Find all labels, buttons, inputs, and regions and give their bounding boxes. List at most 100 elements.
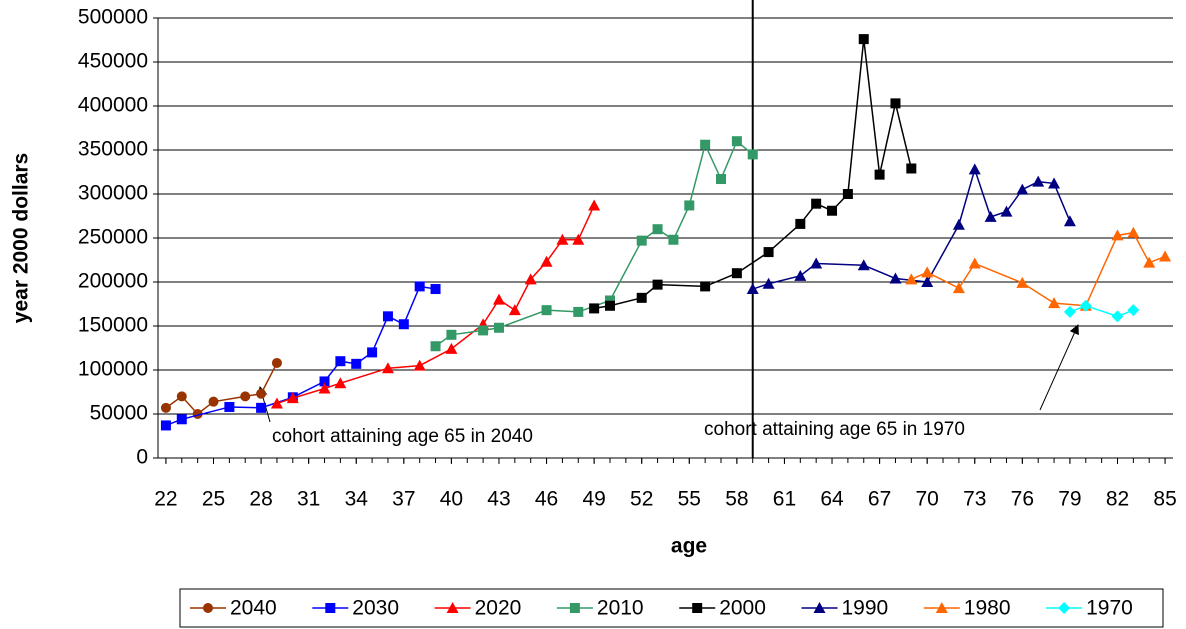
legend-marker [446,602,459,613]
legend-label: 2020 [475,597,522,620]
data-point [652,279,663,290]
data-point [1127,226,1140,238]
data-point [589,303,600,314]
data-point [636,292,647,303]
data-point [810,257,823,269]
data-point [256,402,267,413]
annotation-arrow [1039,324,1079,411]
annotation: cohort attaining age 65 in 2040 [272,426,533,447]
data-point [573,306,584,317]
data-point [794,269,807,281]
data-point [1143,256,1156,268]
data-point [478,325,489,336]
data-point [588,199,601,211]
legend-marker [1058,602,1071,614]
legend-label: 2010 [597,597,644,620]
x-tick-label: 64 [820,488,844,511]
data-point [367,347,378,358]
data-point [857,259,870,271]
series-line [276,205,595,405]
x-tick-label: 40 [440,488,463,511]
data-point [176,414,187,425]
legend-marker [325,603,336,613]
data-point [1016,276,1029,288]
x-tick-label: 58 [725,488,748,511]
y-tick-label: 200000 [78,270,148,293]
data-point [827,205,838,216]
x-tick-label: 61 [773,488,796,511]
legend-marker [203,603,213,613]
y-tick-label: 400000 [78,94,148,117]
data-point [921,276,934,287]
data-point [270,397,283,409]
y-tick-label: 250000 [78,226,148,249]
data-point [319,376,330,387]
x-tick-label: 28 [249,488,272,511]
legend-marker [569,603,580,613]
data-point [1048,177,1061,189]
data-point [160,402,171,413]
data-point [716,174,727,185]
data-point [208,396,219,407]
data-point [1111,229,1124,241]
data-point [430,284,441,295]
data-point [604,300,615,311]
data-point [541,305,552,316]
legend-label: 2030 [352,597,399,620]
series-line [435,139,754,347]
data-point [731,268,742,279]
data-point [668,234,679,245]
x-tick-label: 67 [868,488,891,511]
x-tick-label: 25 [202,488,225,511]
x-tick-label: 34 [345,488,369,511]
x-tick-label: 85 [1153,488,1176,511]
legend-marker [692,603,703,613]
data-point [604,295,615,306]
legend-label: 2000 [719,597,766,620]
x-tick-label: 43 [487,488,510,511]
data-point [224,401,235,412]
data-point [795,218,806,229]
data-point [540,255,553,267]
legend-label: 1970 [1086,597,1133,620]
data-point [906,163,917,174]
data-point [842,189,853,199]
legend-marker [813,602,826,613]
data-point [700,281,711,292]
data-point [524,273,537,285]
data-point [1063,215,1076,227]
data-point [747,149,758,160]
data-point [968,163,981,175]
data-point [952,282,965,294]
x-tick-label: 22 [154,488,177,511]
legend-label: 1980 [964,597,1011,620]
x-tick-label: 70 [916,488,939,511]
data-point [430,341,441,352]
x-tick-label: 37 [392,488,415,511]
data-point [968,257,981,269]
data-point [1079,299,1092,312]
data-point [271,357,282,368]
data-point [984,210,997,222]
data-point [746,283,759,295]
data-point [176,391,187,402]
y-axis-title: year 2000 dollars [10,153,33,323]
data-point [414,281,425,292]
data-point [351,358,362,369]
x-tick-label: 76 [1011,488,1034,511]
data-point [334,377,347,389]
data-point [874,169,885,180]
x-tick-label: 49 [582,488,605,511]
data-point [492,293,505,305]
data-point [240,391,251,402]
data-point [318,382,331,394]
data-point [952,218,965,230]
data-point [890,98,901,109]
series-line [1069,304,1134,318]
annotation: cohort attaining age 65 in 1970 [704,419,965,440]
y-tick-label: 350000 [78,138,148,161]
x-tick-label: 31 [297,488,320,511]
data-point [1111,310,1124,323]
x-tick-label: 52 [630,488,653,511]
